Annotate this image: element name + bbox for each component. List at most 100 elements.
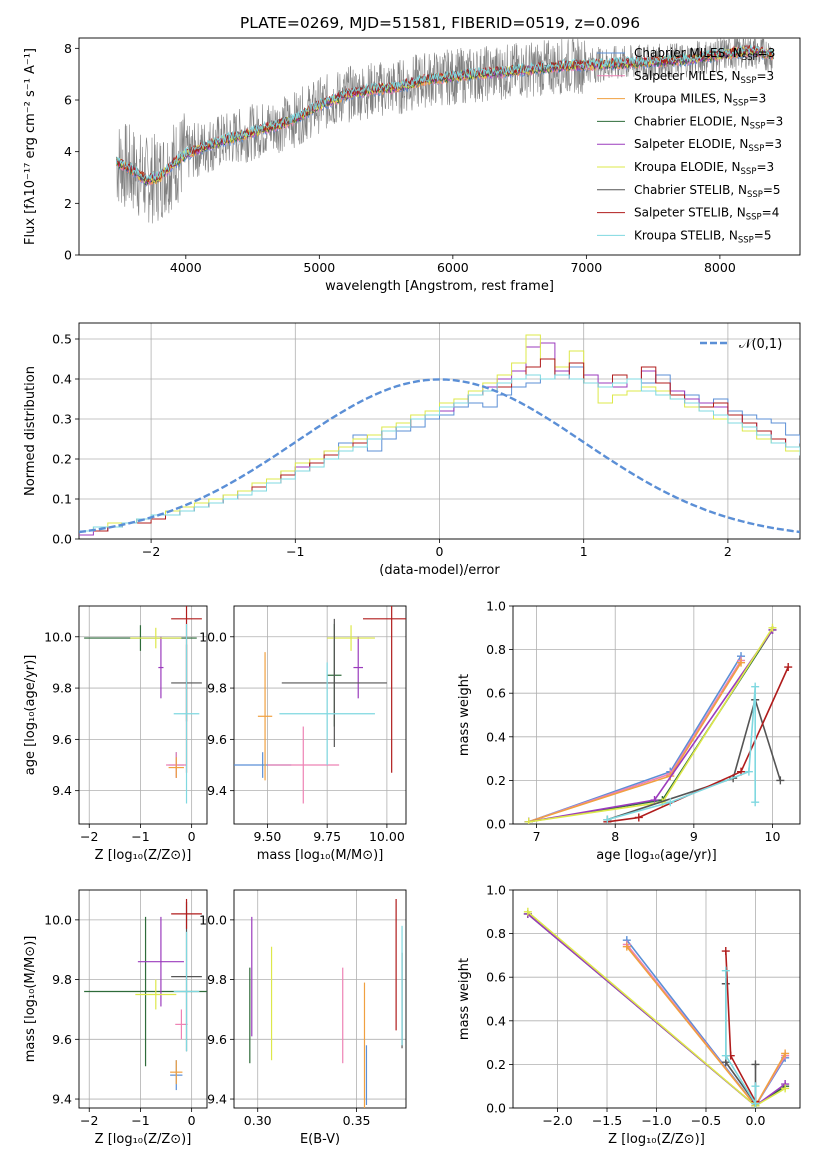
age_vs_Z-axes: −2 −1 0 9.4 9.6 9.8 10.0 Z [log₁₀(Z/Z⊙)] age [lo…: [23, 605, 208, 863]
x-tick-label: 8: [611, 829, 619, 844]
histogram-step: [79, 358, 800, 532]
weight-marker: [768, 623, 777, 632]
histogram-step: [79, 342, 800, 536]
legend-sub: SSP: [750, 121, 766, 131]
y-tick-label: 0.0: [486, 817, 506, 832]
spectrum-model-line: [116, 43, 774, 181]
histogram-step: [79, 366, 800, 532]
y-tick-label: 0.0: [52, 532, 72, 547]
weight-marker: [721, 966, 730, 975]
residuals-axes: −2 −1 0 1 2 0.0 0.1 0.2 0.3 0.4 0.5 (data-model)/er…: [23, 322, 801, 578]
x-tick-label: 0: [436, 544, 444, 559]
age_vs_Z-xlabel: Z [log₁₀(Z/Z⊙)]: [95, 848, 192, 863]
weight_vs_Z-ylabel: mass weight: [457, 958, 472, 1040]
x-tick-label: 9: [690, 829, 698, 844]
x-tick-label: −1.0: [641, 1113, 671, 1128]
spectrum-xlabel: wavelength [Angstrom, rest frame]: [325, 279, 554, 294]
legend-sub: SSP: [738, 235, 754, 245]
y-tick-label: 0.4: [486, 1013, 506, 1028]
legend-label: Chabrier MILES, NSSP=3: [634, 46, 775, 63]
y-tick-label: 1.0: [486, 599, 506, 614]
x-tick-label: −1: [131, 1113, 149, 1128]
mass_vs_ebv-xlabel: E(B-V): [300, 1132, 340, 1147]
legend-sub: SSP: [747, 190, 763, 200]
x-tick-label: −0.5: [691, 1113, 721, 1128]
y-tick-label: 9.8: [52, 681, 72, 696]
y-tick-label: 9.8: [52, 972, 72, 987]
x-tick-label: −1: [131, 829, 149, 844]
weight-line: [528, 629, 774, 823]
age_vs_mass-plot: [234, 606, 406, 804]
y-tick-label: 0.4: [52, 372, 72, 387]
y-tick-label: 0.3: [52, 412, 72, 427]
legend-label: Salpeter ELODIE, NSSP=3: [634, 137, 782, 154]
residuals-xlabel: (data-model)/error: [379, 563, 500, 578]
x-tick-label: 7000: [570, 260, 602, 275]
mass_vs_Z-frame: [78, 889, 208, 1109]
y-tick-label: 4: [64, 144, 72, 159]
x-tick-label: 10.00: [369, 829, 405, 844]
age_vs_Z-ylabel: age [log₁₀(age/yr)]: [23, 655, 38, 776]
x-tick-label: −2: [80, 829, 98, 844]
x-tick-label: 6000: [437, 260, 469, 275]
y-tick-label: 0.8: [486, 642, 506, 657]
weight-marker: [781, 1049, 790, 1058]
weight-marker: [721, 1051, 730, 1060]
y-tick-label: 2: [64, 196, 72, 211]
normal-curve: [79, 378, 800, 534]
weight-marker: [737, 658, 746, 667]
x-tick-label: −1: [286, 544, 304, 559]
weight-marker: [751, 1060, 760, 1069]
y-tick-label: 0.1: [52, 492, 72, 507]
age_vs_mass-xlabel: mass [log₁₀(M/M⊙)]: [257, 848, 384, 863]
spectrum-axes: 4000 5000 6000 7000 8000 0 2 4 6 8 wavelength [Ang…: [23, 37, 801, 294]
x-tick-label: −2.0: [542, 1113, 572, 1128]
y-tick-label: 0: [64, 248, 72, 263]
histogram-step: [79, 334, 800, 532]
y-tick-label: 9.4: [207, 1092, 227, 1107]
legend-sub: SSP: [746, 213, 762, 223]
weight_vs_age-plot: [524, 623, 793, 824]
y-tick-label: 9.6: [207, 1032, 227, 1047]
y-tick-label: 10.0: [199, 912, 227, 927]
legend-label: Kroupa STELIB, NSSP=5: [634, 228, 772, 245]
weight-marker: [622, 942, 631, 951]
weight-marker: [744, 767, 753, 776]
age_vs_mass-axes: 9.50 9.75 10.00 9.4 9.6 9.8 10.0 mass [log₁₀(M/…: [199, 605, 407, 863]
legend-sub: SSP: [742, 53, 758, 63]
weight-marker: [666, 798, 675, 807]
spectrum-plot: [116, 38, 774, 224]
weight-line: [528, 629, 774, 823]
mass_vs_Z-xlabel: Z [log₁₀(Z/Z⊙)]: [95, 1132, 192, 1147]
weight-line: [724, 970, 757, 1107]
legend-tail: =3: [764, 137, 782, 151]
weight-marker: [523, 907, 532, 916]
weight_vs_age-axes: 7 8 9 10 0.0 0.2 0.4 0.6 0.8 1.0 age [log₁₀(age/yr…: [457, 599, 801, 863]
y-tick-label: 0.2: [486, 773, 506, 788]
weight-marker: [751, 1082, 760, 1091]
y-tick-label: 9.6: [207, 732, 227, 747]
weight-marker: [784, 663, 793, 672]
y-tick-label: 9.8: [207, 681, 227, 696]
weight_vs_age-xlabel: age [log₁₀(age/yr)]: [596, 848, 717, 863]
weight_vs_Z-plot: [523, 907, 790, 1108]
y-tick-label: 10.0: [44, 629, 72, 644]
age_vs_Z-plot: [84, 606, 202, 804]
y-tick-label: 6: [64, 93, 72, 108]
x-tick-label: 0: [188, 1113, 196, 1128]
weight-marker: [751, 682, 760, 691]
histogram-step: [79, 374, 800, 532]
x-tick-label: 9.50: [254, 829, 282, 844]
legend-sub: SSP: [741, 167, 757, 177]
y-tick-label: 8: [64, 41, 72, 56]
residuals-ylabel: Normed distribution: [23, 366, 38, 496]
weight-marker: [751, 1099, 760, 1108]
x-tick-label: 0.30: [244, 1113, 272, 1128]
legend-tail: =3: [756, 160, 774, 174]
legend-label: Kroupa MILES, NSSP=3: [634, 92, 766, 109]
x-tick-label: 0.0: [746, 1113, 766, 1128]
age_vs_mass-frame: [233, 605, 407, 825]
x-tick-label: 8000: [704, 260, 736, 275]
